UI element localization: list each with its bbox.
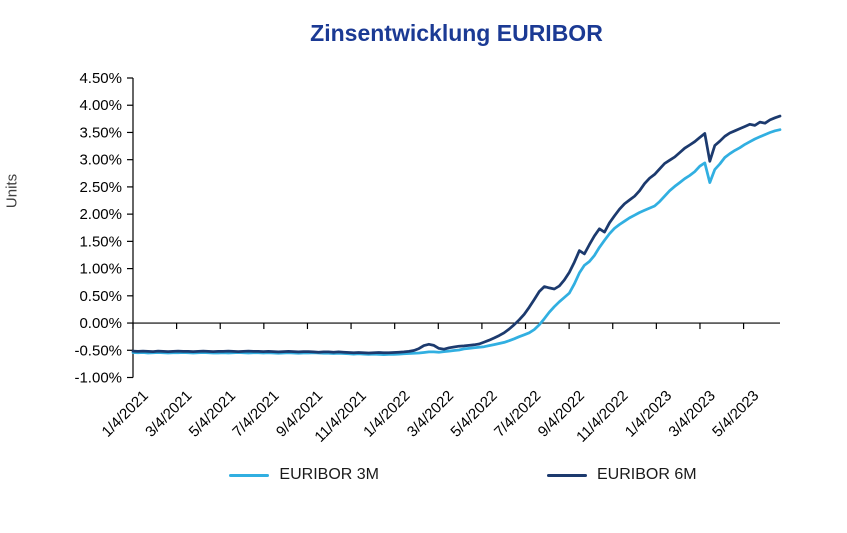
y-axis-tick-label: 4.00% [79,97,122,114]
x-axis-tick-label: 5/4/2023 [709,387,762,440]
legend-label-euribor-3m: EURIBOR 3M [279,466,379,483]
y-axis-tick-label: 1.00% [79,261,122,278]
y-axis-tick-label: 0.00% [79,315,122,332]
x-axis-tick-label: 1/4/2023 [622,387,675,440]
x-axis-tick-label: 3/4/2021 [142,387,195,440]
series-line-euribor-3m [131,128,782,356]
x-axis-tick-label: 1/4/2022 [360,387,413,440]
y-axis-tick-label: -1.00% [74,370,122,387]
legend-item-euribor-6m: EURIBOR 6M [547,466,697,484]
x-axis-tick-label: 7/4/2021 [229,387,282,440]
y-axis-tick-label: 1.50% [79,233,122,250]
y-axis-tick-label: 3.50% [79,124,122,141]
legend-swatch-euribor-6m [547,473,587,477]
x-axis-tick-label: 1/4/2021 [99,387,152,440]
x-axis-tick-label: 7/4/2022 [491,387,544,440]
legend-swatch-euribor-3m [229,473,270,477]
y-axis-tick-label: 4.50% [79,70,122,87]
y-axis-tick-label: 2.00% [79,206,122,223]
x-axis-tick-label: 3/4/2023 [665,387,718,440]
x-axis-tick-label: 5/4/2022 [447,387,500,440]
series-line-euribor-6m [131,114,782,355]
y-axis-tick-label: 0.50% [79,288,122,305]
x-axis-tick-label: 5/4/2021 [186,387,239,440]
legend-item-euribor-3m: EURIBOR 3M [229,466,379,484]
chart-title: Zinsentwicklung EURIBOR [310,20,603,46]
x-axis-tick-label: 3/4/2022 [404,387,457,440]
chart-legend: EURIBOR 3M EURIBOR 6M [133,466,793,484]
y-axis-tick-label: 3.00% [79,152,122,169]
legend-label-euribor-6m: EURIBOR 6M [597,466,697,483]
y-axis-tick-label: 2.50% [79,179,122,196]
y-axis-tick-label: -0.50% [74,342,122,359]
